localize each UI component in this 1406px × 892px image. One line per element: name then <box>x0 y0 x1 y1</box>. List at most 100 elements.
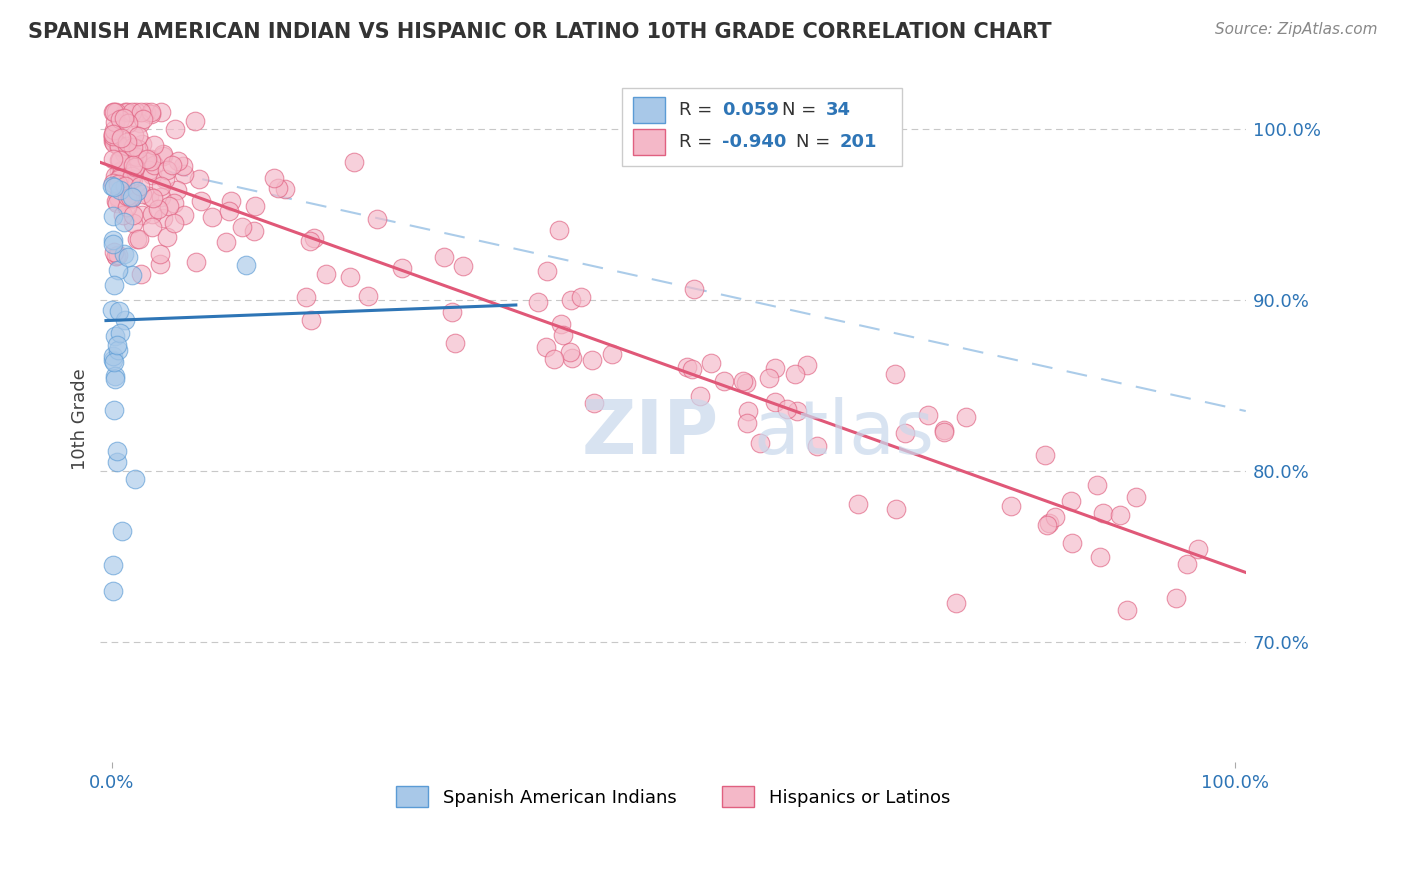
Point <box>103 128 125 143</box>
Point <box>108 138 131 153</box>
Point <box>112 215 135 229</box>
Point <box>117 142 139 156</box>
Point <box>153 171 176 186</box>
Point <box>166 183 188 197</box>
Point <box>683 282 706 296</box>
Point <box>108 172 131 186</box>
Point <box>101 209 124 223</box>
Point <box>107 137 129 152</box>
Point <box>124 473 146 487</box>
Point <box>105 196 128 211</box>
Point <box>101 131 124 145</box>
Point <box>581 353 603 368</box>
Point <box>101 128 124 143</box>
Text: 34: 34 <box>825 102 851 120</box>
Point <box>451 259 474 273</box>
Point <box>917 408 939 422</box>
Point <box>139 154 162 169</box>
Point <box>135 104 157 119</box>
Point <box>560 293 582 308</box>
Point <box>114 187 136 202</box>
Point <box>112 112 135 126</box>
Point <box>339 269 361 284</box>
Point <box>101 352 124 367</box>
Point <box>536 263 558 277</box>
Point <box>104 169 127 183</box>
Text: N =: N = <box>782 102 823 120</box>
Point <box>103 233 125 247</box>
Point <box>103 355 125 369</box>
Point <box>152 211 174 225</box>
Point <box>1087 478 1109 492</box>
Y-axis label: 10th Grade: 10th Grade <box>72 368 89 470</box>
Point <box>107 343 129 357</box>
Point <box>274 182 297 196</box>
Point <box>101 558 124 572</box>
Point <box>1033 448 1056 462</box>
Point <box>152 149 174 163</box>
Point <box>108 153 131 167</box>
Point <box>120 192 142 206</box>
Point <box>127 185 149 199</box>
Point <box>156 163 179 178</box>
Point <box>107 139 129 153</box>
Point <box>104 372 127 386</box>
Point <box>142 138 165 153</box>
Point <box>107 190 129 204</box>
Point <box>166 154 188 169</box>
Point <box>846 497 869 511</box>
Point <box>569 289 592 303</box>
Point <box>1062 536 1084 550</box>
Point <box>156 230 179 244</box>
Legend: Spanish American Indians, Hispanics or Latinos: Spanish American Indians, Hispanics or L… <box>388 779 957 814</box>
Point <box>1115 603 1137 617</box>
Point <box>117 116 139 130</box>
Point <box>796 358 818 372</box>
Point <box>110 138 132 153</box>
Point <box>101 236 124 251</box>
Point <box>103 104 125 119</box>
Point <box>299 312 322 326</box>
Point <box>152 147 174 161</box>
Point <box>1109 508 1132 522</box>
Point <box>139 152 162 166</box>
Point <box>955 410 977 425</box>
Point <box>101 104 124 119</box>
Point <box>201 211 224 225</box>
Point <box>157 199 180 213</box>
Point <box>141 104 163 119</box>
Point <box>737 404 759 418</box>
Point <box>160 158 183 172</box>
Point <box>121 190 143 204</box>
FancyBboxPatch shape <box>633 97 665 123</box>
Point <box>114 139 136 153</box>
Point <box>932 425 955 439</box>
Point <box>945 596 967 610</box>
Point <box>107 248 129 262</box>
Point <box>122 162 145 177</box>
Point <box>934 423 956 437</box>
Point <box>242 224 264 238</box>
Text: R =: R = <box>679 134 718 152</box>
Point <box>689 389 711 403</box>
Point <box>142 191 165 205</box>
Point <box>131 137 153 152</box>
Point <box>735 376 758 390</box>
Point <box>104 104 127 119</box>
Point <box>141 207 163 221</box>
Point <box>600 347 623 361</box>
Point <box>105 248 128 262</box>
Point <box>149 247 172 261</box>
Point <box>127 129 149 144</box>
Point <box>105 338 128 352</box>
Point <box>443 336 465 351</box>
Point <box>122 140 145 154</box>
Point <box>440 304 463 318</box>
Point <box>433 250 456 264</box>
Point <box>136 152 159 166</box>
Text: 201: 201 <box>839 134 876 152</box>
Point <box>357 289 380 303</box>
Point <box>101 134 124 148</box>
Point <box>129 116 152 130</box>
Point <box>758 371 780 385</box>
